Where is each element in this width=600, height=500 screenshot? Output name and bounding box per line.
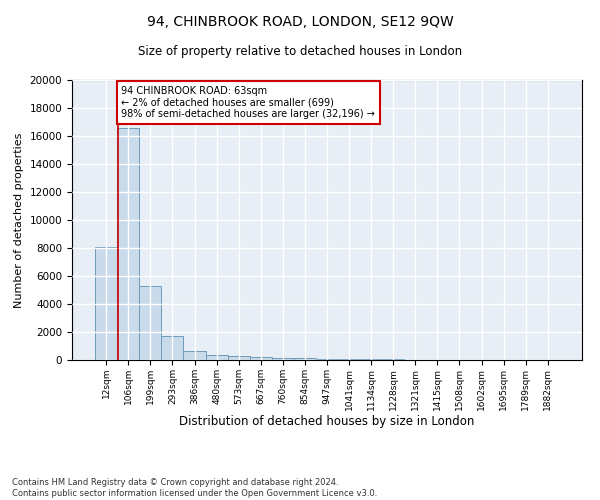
- Bar: [161, 336, 184, 360]
- Text: Size of property relative to detached houses in London: Size of property relative to detached ho…: [138, 45, 462, 58]
- Bar: [316, 358, 338, 360]
- X-axis label: Distribution of detached houses by size in London: Distribution of detached houses by size …: [179, 416, 475, 428]
- Bar: [294, 358, 316, 360]
- Bar: [227, 356, 250, 360]
- Bar: [95, 246, 117, 360]
- Text: 94 CHINBROOK ROAD: 63sqm
← 2% of detached houses are smaller (699)
98% of semi-d: 94 CHINBROOK ROAD: 63sqm ← 2% of detache…: [121, 86, 376, 119]
- Bar: [338, 359, 360, 360]
- Bar: [206, 355, 227, 360]
- Bar: [139, 286, 161, 360]
- Bar: [117, 128, 139, 360]
- Y-axis label: Number of detached properties: Number of detached properties: [14, 132, 24, 308]
- Bar: [360, 359, 382, 360]
- Bar: [184, 351, 206, 360]
- Text: Contains HM Land Registry data © Crown copyright and database right 2024.
Contai: Contains HM Land Registry data © Crown c…: [12, 478, 377, 498]
- Text: 94, CHINBROOK ROAD, LONDON, SE12 9QW: 94, CHINBROOK ROAD, LONDON, SE12 9QW: [146, 15, 454, 29]
- Bar: [272, 358, 294, 360]
- Bar: [250, 357, 272, 360]
